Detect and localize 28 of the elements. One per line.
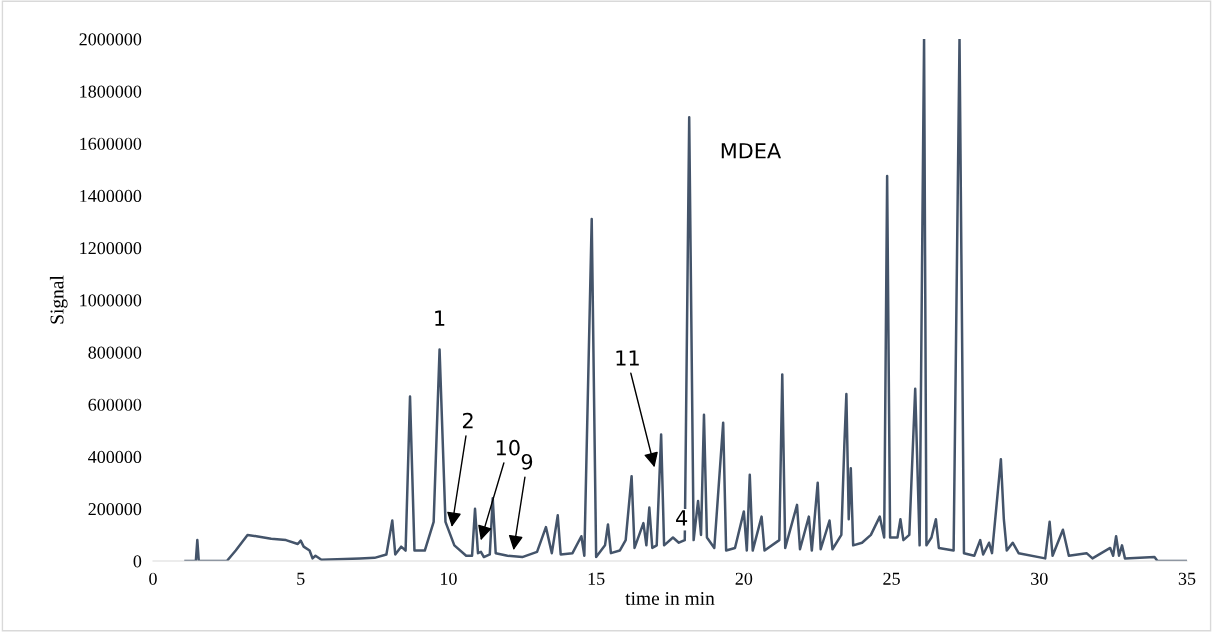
y-tick-label: 2000000 (79, 33, 142, 46)
y-tick-label: 1400000 (80, 189, 142, 203)
x-tick-label: 5 (297, 572, 305, 585)
x-tick-label: 10 (440, 572, 457, 585)
x-tick-label: 20 (735, 572, 753, 585)
y-tick-label: 1800000 (80, 85, 142, 98)
x-tick-label: 15 (588, 572, 605, 585)
annotation: 2 (462, 412, 473, 429)
x-tick-label: 25 (883, 572, 900, 585)
annotation: 11 (616, 350, 639, 366)
x-tick-label: 30 (1031, 572, 1048, 585)
x-axis-title: time in min (625, 591, 715, 605)
annotation: MDEA (721, 143, 782, 159)
y-tick-label: 1200000 (80, 242, 142, 255)
annotation: 1 (435, 310, 445, 326)
y-axis-title: Signal (49, 275, 68, 324)
annotation: 9 (521, 453, 533, 470)
y-tick-label: 200000 (88, 503, 142, 516)
y-tick-label: 600000 (88, 398, 142, 411)
y-tick-label: 0 (133, 555, 142, 568)
x-tick-label: 0 (149, 572, 157, 585)
annotation: 4 (676, 510, 688, 526)
y-tick-label: 1000000 (80, 294, 142, 307)
annotation: 10 (496, 439, 520, 456)
x-tick-label: 35 (1178, 572, 1196, 585)
y-tick-label: 400000 (88, 450, 142, 464)
y-tick-label: 1600000 (80, 137, 142, 150)
y-tick-label: 800000 (88, 346, 142, 359)
